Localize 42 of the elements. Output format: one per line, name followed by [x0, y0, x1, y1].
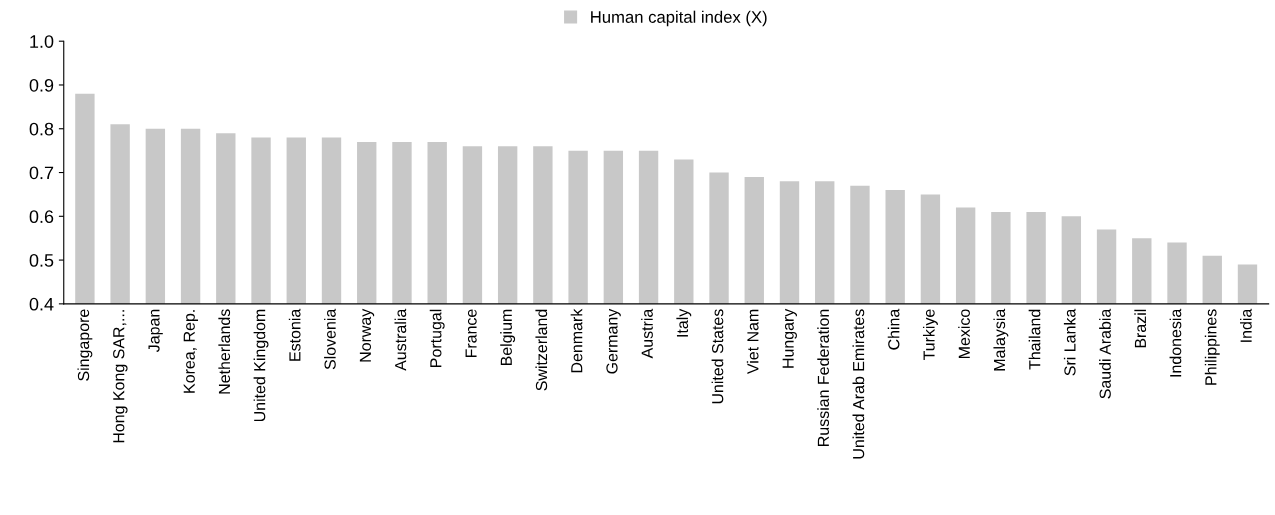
x-tick-label: United Arab Emirates	[852, 309, 865, 459]
x-tick-label: United Kingdom	[253, 309, 269, 422]
x-tick-label: Brazil	[1134, 309, 1147, 348]
x-tick-label: Denmark	[570, 308, 583, 373]
x-tick-label: Indonesia	[1169, 308, 1182, 377]
x-tick-label: Austria	[641, 308, 653, 359]
y-tick-label: 0.9	[29, 78, 54, 92]
x-tick-label: Malaysia	[993, 308, 1009, 371]
x-tick-label: Viet Nam	[746, 309, 759, 375]
x-tick-label: Thailand	[1028, 309, 1041, 370]
x-tick-label: Korea, Rep.	[183, 310, 199, 393]
x-tick-label: Norway	[359, 308, 375, 362]
x-tick-label: Saudi Arabia	[1099, 308, 1111, 399]
x-tick-label: France	[465, 309, 477, 358]
x-tick-label: Russian Federation	[817, 309, 830, 446]
x-tick-label: United States	[711, 309, 724, 404]
x-tick-label: Portugal	[429, 309, 445, 367]
x-tick-label: Sri Lanka	[1063, 308, 1076, 376]
x-tick-label: Australia	[394, 308, 407, 371]
y-tick-label: 0.5	[29, 254, 54, 267]
x-tick-label: Japan	[148, 309, 163, 352]
x-tick-label: Singapore	[77, 309, 93, 381]
x-tick-label: Turkiye	[922, 309, 938, 361]
x-tick-label: Hong Kong SAR,...	[113, 310, 128, 443]
y-tick-label: 0.7	[29, 166, 54, 180]
x-tick-label: Germany	[606, 308, 621, 374]
x-tick-label: Switzerland	[535, 309, 548, 391]
x-tick-label: Philippines	[1204, 309, 1220, 385]
legend-label: Human capital index (X)	[591, 10, 767, 27]
x-tick-label: Hungary	[782, 308, 797, 368]
x-tick-label: Estonia	[288, 308, 301, 361]
x-tick-label: India	[1240, 308, 1252, 342]
x-tick-label: Belgium	[500, 309, 516, 366]
x-tick-label: China	[887, 308, 900, 350]
x-tick-label: Mexico	[958, 309, 970, 358]
x-tick-label: Netherlands	[218, 309, 231, 394]
y-tick-label: 0.4	[29, 297, 54, 311]
y-tick-label: 0.6	[29, 210, 54, 224]
x-tick-label: Italy	[676, 308, 692, 337]
x-tick-label: Slovenia	[324, 308, 336, 370]
y-tick-label: 1.0	[30, 35, 54, 48]
y-tick-label: 0.8	[29, 122, 54, 136]
